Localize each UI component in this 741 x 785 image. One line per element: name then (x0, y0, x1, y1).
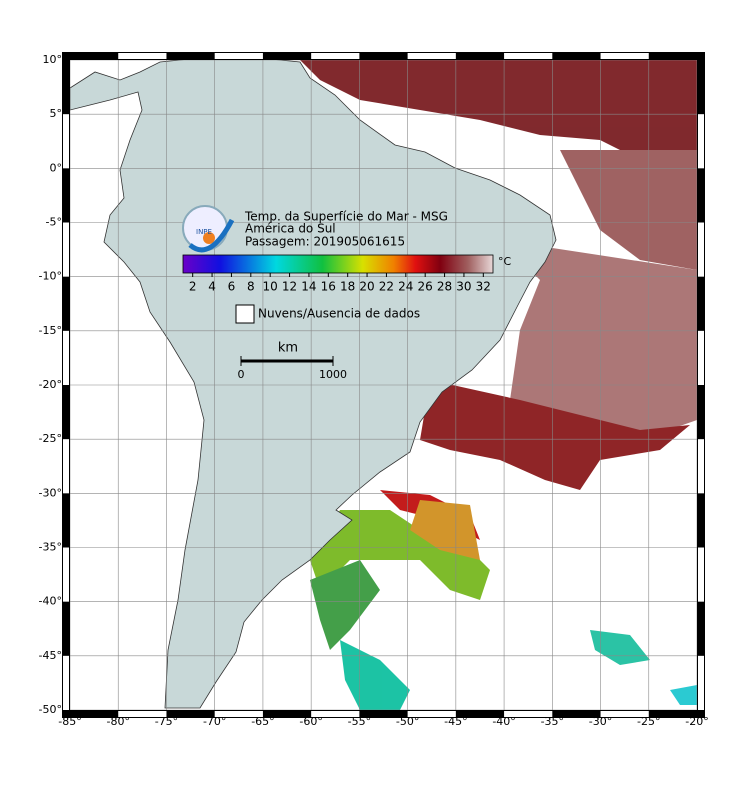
frame-segment (214, 711, 263, 717)
region: América do Sul (245, 222, 336, 236)
frame-segment (504, 53, 553, 59)
frame-segment (600, 53, 649, 59)
lat-label: 10° (43, 53, 63, 66)
lat-label: 0° (50, 161, 63, 174)
frame-segment (118, 53, 167, 59)
frame (62, 52, 705, 718)
frame-segment (407, 711, 456, 717)
lon-label: -60° (299, 715, 322, 728)
colorbar-label: 30 (456, 280, 471, 294)
lon-label: -70° (203, 715, 226, 728)
lat-label: -20° (39, 378, 62, 391)
frame-segment (698, 222, 704, 277)
frame-segment (63, 222, 69, 277)
lon-label: -80° (106, 715, 129, 728)
frame-segment (118, 711, 167, 717)
frame-segment (214, 53, 263, 59)
colorbar-label: 16 (321, 280, 336, 294)
scale-bar (240, 356, 334, 366)
frame-segment (600, 711, 649, 717)
frame-segment (407, 53, 456, 59)
svg-text:INPE: INPE (196, 228, 212, 236)
graticule (70, 60, 697, 710)
lon-label: -65° (251, 715, 274, 728)
frame-segment (63, 114, 69, 169)
lat-label: -40° (39, 595, 62, 608)
colorbar-label: 2 (189, 280, 197, 294)
frame-segment (63, 655, 69, 710)
lat-label: -50° (39, 703, 62, 716)
lon-label: -85° (58, 715, 81, 728)
colorbar-label: 26 (418, 280, 433, 294)
frame-segment (698, 655, 704, 710)
lat-label: -25° (39, 432, 62, 445)
scale-start: 0 (238, 368, 245, 381)
colorbar-label: 22 (379, 280, 394, 294)
title: Temp. da Superfície do Mar - MSG (244, 210, 448, 224)
cloud-swatch (235, 304, 255, 324)
lat-label: -35° (39, 541, 62, 554)
colorbar-label: 12 (282, 280, 297, 294)
lon-label: -50° (396, 715, 419, 728)
colorbar-label: 4 (208, 280, 216, 294)
lon-label: -55° (348, 715, 371, 728)
scale-end: 1000 (319, 368, 347, 381)
lon-label: -75° (155, 715, 178, 728)
colorbar-label: 20 (359, 280, 374, 294)
colorbar-label: 24 (398, 280, 413, 294)
pass-time: Passagem: 201905061615 (245, 235, 405, 249)
colorbar-label: 6 (228, 280, 236, 294)
frame-segment (504, 711, 553, 717)
colorbar-label: 32 (476, 280, 491, 294)
colorbar-label: 28 (437, 280, 452, 294)
colorbar-unit: °C (498, 255, 512, 268)
lon-label: -45° (444, 715, 467, 728)
lon-label: -25° (637, 715, 660, 728)
colorbar-label: 8 (247, 280, 255, 294)
frame-segment (698, 439, 704, 494)
colorbar-label: 14 (301, 280, 316, 294)
map-body (70, 60, 697, 710)
frame-segment (63, 439, 69, 494)
lat-label: -5° (46, 216, 62, 229)
lat-label: -10° (39, 270, 62, 283)
colorbar-label: 10 (263, 280, 278, 294)
scale-unit: km (278, 341, 298, 356)
frame-segment (698, 114, 704, 169)
lon-label: -35° (541, 715, 564, 728)
colorbar-label: 18 (340, 280, 355, 294)
lat-label: 5° (50, 107, 63, 120)
sst-patches (300, 60, 697, 710)
frame-segment (311, 53, 360, 59)
colorbar (182, 254, 494, 274)
frame-segment (698, 547, 704, 602)
lon-label: -40° (492, 715, 515, 728)
lat-label: -15° (39, 324, 62, 337)
lon-label: -30° (589, 715, 612, 728)
inpe-logo: INPE (182, 205, 235, 253)
frame-segment (63, 547, 69, 602)
lat-label: -45° (39, 649, 62, 662)
lat-label: -30° (39, 486, 62, 499)
lon-label: -20° (685, 715, 708, 728)
frame-segment (63, 330, 69, 385)
frame-segment (311, 711, 360, 717)
cloud-legend: Nuvens/Ausencia de dados (258, 307, 420, 321)
frame-segment (698, 330, 704, 385)
